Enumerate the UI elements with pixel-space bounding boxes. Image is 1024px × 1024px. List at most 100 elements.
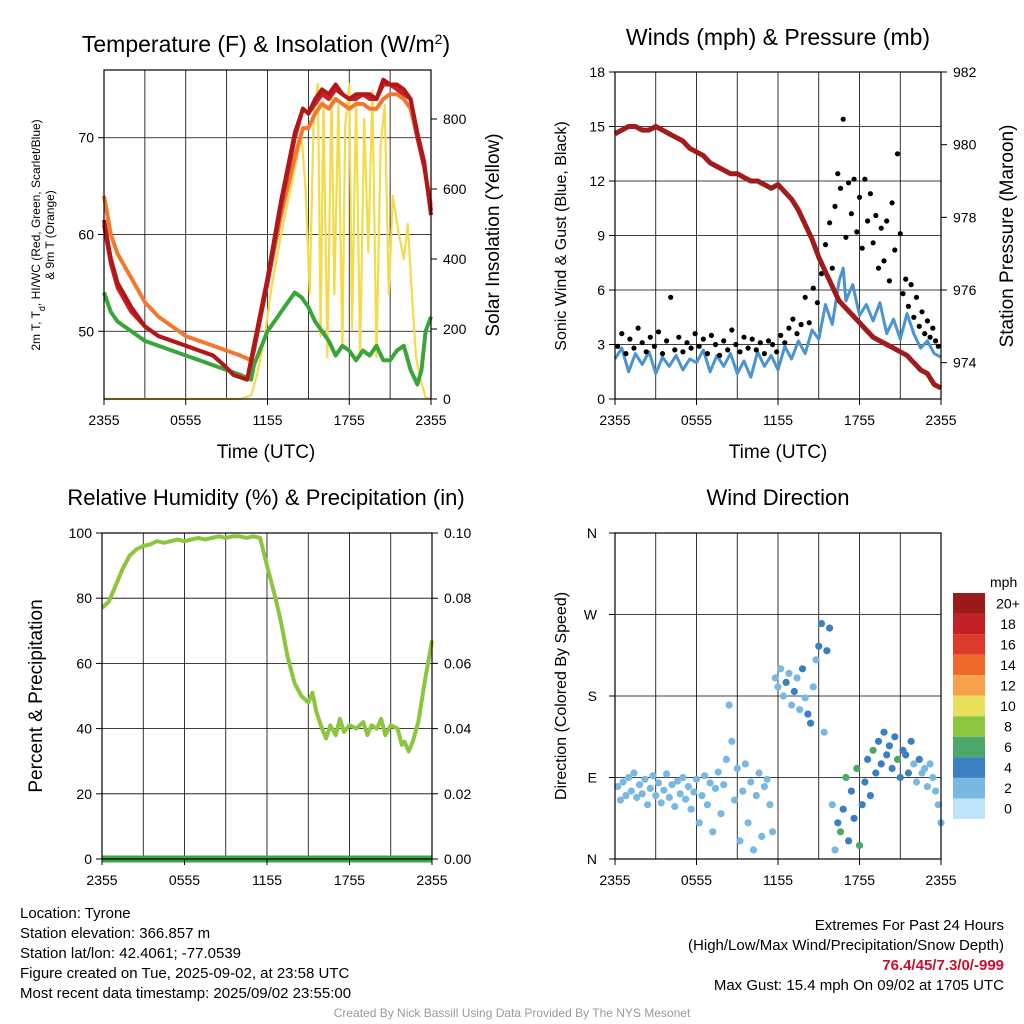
direction-point (720, 781, 728, 789)
humidity-panel: Relative Humidity (%) & Precipitation (i… (26, 485, 471, 888)
direction-point (877, 760, 885, 768)
direction-point (663, 770, 671, 778)
y2-tick-label: 982 (953, 64, 977, 80)
y-tick-label: 80 (76, 590, 92, 606)
direction-point (665, 793, 673, 802)
direction-point (815, 642, 823, 650)
gust-point (729, 327, 735, 333)
gust-point (835, 171, 841, 177)
gust-point (897, 231, 903, 237)
gust-point (911, 314, 917, 320)
temperature-panel: Temperature (F) & Insolation (W/m2) 2355… (29, 31, 504, 463)
direction-point (698, 792, 706, 800)
series-line-2m-td (102, 290, 433, 387)
direction-point (614, 783, 622, 791)
y-tick-label: 60 (76, 655, 92, 671)
gust-point (854, 229, 860, 235)
direction-point (769, 828, 777, 836)
direction-point (809, 683, 817, 691)
colorbar-tick-label: 12 (1000, 677, 1016, 693)
direction-point (635, 781, 644, 789)
gust-point (806, 320, 812, 326)
gust-point (664, 338, 670, 344)
colorbar-tick-label: 14 (1000, 657, 1016, 673)
direction-point (904, 769, 913, 777)
gust-point (933, 338, 939, 344)
direction-point (921, 764, 929, 773)
direction-point (850, 814, 858, 822)
series-line-9m-t (102, 92, 433, 363)
x-tick-label: 2355 (416, 872, 447, 888)
gust-point (765, 338, 772, 344)
gust-point (639, 340, 645, 346)
colorbar-tick-label: 4 (1004, 760, 1012, 776)
winds-x-label: Time (UTC) (729, 442, 828, 463)
recent-timestamp: Most recent data timestamp: 2025/09/02 2… (20, 985, 352, 1002)
direction-point (823, 647, 831, 655)
figure-created: Figure created on Tue, 2025-09-02, at 23… (20, 965, 350, 982)
y2-tick-label: 800 (443, 111, 467, 127)
gust-point (757, 340, 763, 346)
gust-point (749, 336, 755, 342)
direction-point (934, 801, 942, 809)
y-tick-label: 9 (597, 228, 605, 244)
gust-point (619, 331, 625, 337)
direction-point (671, 802, 679, 811)
direction-point (891, 733, 899, 741)
x-tick-label: 1155 (252, 872, 282, 888)
gust-point (725, 347, 731, 353)
direction-point (915, 755, 923, 764)
direction-point (649, 772, 657, 780)
x-tick-label: 0555 (170, 412, 201, 428)
direction-point (747, 778, 755, 786)
direction-point (804, 710, 812, 718)
direction-point (717, 810, 725, 818)
gust-point (790, 316, 796, 322)
direction-point (880, 728, 888, 736)
gust-point (794, 331, 800, 337)
y2-tick-label: 0.00 (444, 851, 471, 867)
direction-point (826, 624, 834, 632)
direction-point (676, 790, 684, 798)
direction-point (749, 846, 758, 854)
gust-point (829, 265, 835, 271)
direction-point (679, 773, 687, 782)
y-tick-label: 3 (597, 337, 605, 353)
direction-point (785, 669, 793, 678)
y2-tick-label: 200 (443, 321, 467, 337)
temperature-panel-title: Temperature (F) & Insolation (W/m2) (82, 31, 450, 57)
direction-point (771, 674, 779, 682)
x-tick-label: 0555 (169, 872, 200, 888)
gust-point (840, 116, 846, 122)
direction-point (893, 755, 902, 764)
y2-tick-label: 600 (443, 181, 467, 197)
gust-point (753, 347, 759, 353)
direction-point (703, 801, 712, 809)
y-tick-label: 60 (78, 227, 94, 243)
direction-point (709, 828, 717, 836)
gust-point (774, 349, 780, 355)
gust-point (878, 225, 884, 231)
humidity-panel-title: Relative Humidity (%) & Precipitation (i… (67, 485, 464, 510)
x-tick-label: 2355 (925, 412, 956, 428)
extremes-info: Extremes For Past 24 Hours (High/Low/Max… (688, 916, 1004, 996)
gust-point (924, 318, 931, 324)
gust-point (903, 276, 909, 282)
series-line-station-pressure (613, 124, 943, 391)
y-tick-label: N (587, 851, 597, 867)
gust-point (712, 341, 719, 348)
direction-point (622, 792, 630, 800)
y2-tick-label: 0.02 (444, 786, 471, 802)
winds-panel-title: Winds (mph) & Pressure (mb) (626, 24, 930, 50)
direction-point (834, 819, 842, 827)
gust-point (922, 331, 928, 337)
gust-point (631, 345, 637, 351)
gust-point (651, 343, 658, 349)
x-tick-label: 1155 (252, 412, 282, 428)
gust-point (846, 180, 852, 186)
gust-point (930, 325, 936, 331)
colorbar-swatch (953, 613, 985, 635)
gust-point (867, 191, 874, 197)
gust-point (886, 278, 893, 284)
colorbar-tick-label: 10 (1000, 698, 1016, 714)
